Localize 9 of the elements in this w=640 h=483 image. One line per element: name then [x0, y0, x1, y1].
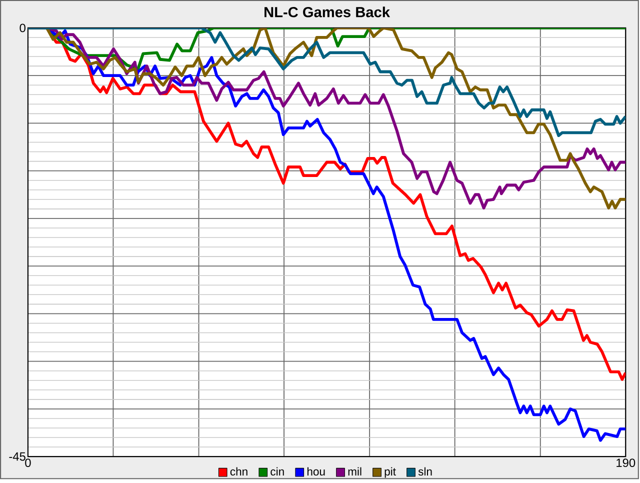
- legend-label: hou: [307, 467, 325, 476]
- legend-label: mil: [348, 467, 362, 476]
- legend-label: sln: [418, 467, 432, 476]
- legend-label: pit: [384, 467, 396, 478]
- x-tick-label: 190: [616, 458, 636, 468]
- y-tick-label: -45: [9, 452, 26, 461]
- chart-title: NL-C Games Back: [264, 6, 390, 18]
- legend-label: cin: [270, 467, 284, 476]
- legend-label: chn: [230, 467, 248, 476]
